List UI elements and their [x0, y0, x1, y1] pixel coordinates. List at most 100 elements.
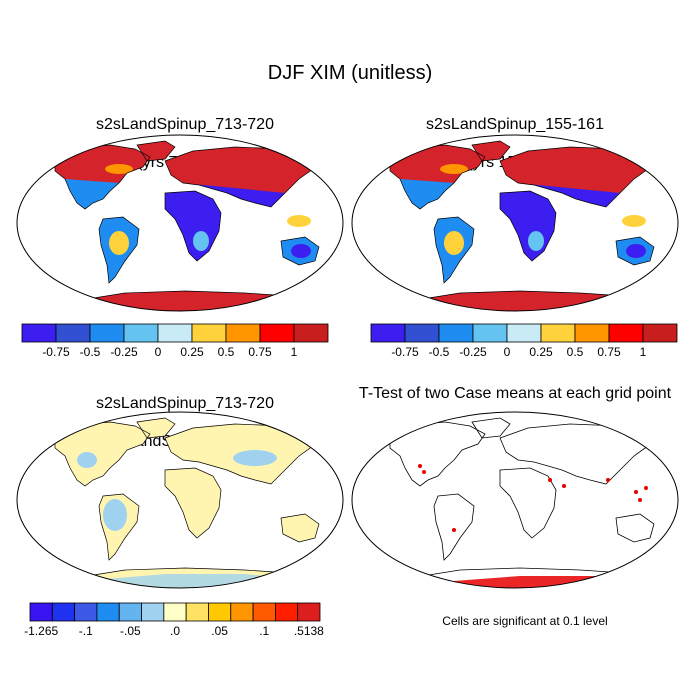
australia-interior: [626, 244, 646, 258]
colorbar-label: 0.5: [567, 345, 584, 359]
colorbar-box: [96, 602, 120, 622]
coast-greenland: [471, 140, 511, 162]
colorbar-label: 0: [504, 345, 511, 359]
coast-southAmerica: [98, 493, 140, 561]
significance-note: Cells are significant at 0.1 level: [442, 614, 608, 628]
eurasia-south-band: [518, 183, 620, 207]
outline-greenland: [471, 417, 511, 439]
south-america-diff-patch: [103, 499, 127, 531]
north-america-south-band: [65, 179, 119, 209]
figure-title: DJF XIM (unitless): [267, 62, 433, 84]
colorbar-box: [574, 323, 610, 343]
map-bottom-right: [351, 411, 679, 589]
colorbar-box: [472, 323, 508, 343]
colorbar-label: -0.25: [459, 345, 487, 359]
significant-cell: [452, 528, 456, 532]
panel-title-top-left-line1: s2sLandSpinup_713-720: [96, 116, 274, 133]
significant-cell: [644, 486, 648, 490]
north-america-mid-band: [440, 164, 468, 174]
colorbar-label: 0.25: [529, 345, 553, 359]
significant-cell: [562, 484, 566, 488]
colorbar-box: [141, 602, 165, 622]
panel-title-bottom-left-line1: s2sLandSpinup_713-720: [96, 395, 274, 412]
antarctica-significant: [440, 576, 650, 588]
land-australia: [281, 514, 319, 542]
map-border: [16, 411, 344, 589]
significant-cell: [418, 464, 422, 468]
map-top-right: [351, 134, 679, 312]
africa-south-zone: [193, 231, 209, 251]
colorbar-top-right: -0.75 -0.5 -0.25 0 0.25 0.5 0.75 1: [370, 323, 678, 359]
colorbar-label: .5138: [294, 624, 324, 638]
africa: [165, 191, 221, 261]
colorbar-label: 0.5: [218, 345, 235, 359]
greenland: [137, 141, 175, 161]
colorbar-box: [29, 602, 53, 622]
eurasia-south-band: [183, 183, 285, 207]
colorbar-box: [123, 323, 159, 343]
colorbar-box: [185, 602, 209, 622]
colorbar-box: [540, 323, 576, 343]
map-land-layer: [389, 417, 655, 588]
africa: [500, 191, 556, 261]
antarctica: [75, 291, 315, 311]
coast-northAmerica: [54, 421, 151, 487]
colorbar-label: -1.265: [24, 624, 58, 638]
land-africa: [165, 468, 221, 538]
coast-africa: [164, 467, 222, 539]
colorbar-label: .0: [170, 624, 180, 638]
map-border: [351, 411, 679, 589]
colorbar-label: -0.5: [80, 345, 101, 359]
colorbar-box: [252, 602, 276, 622]
maritime-continent: [622, 215, 646, 227]
colorbar-box: [438, 323, 474, 343]
south-america-dry-zone: [444, 231, 464, 255]
colorbar-label: -0.75: [391, 345, 419, 359]
significant-cell: [634, 490, 638, 494]
colorbar-label: -.1: [79, 624, 93, 638]
land-northAmerica: [55, 422, 150, 486]
coast-southAmerica: [98, 216, 140, 284]
outline-northAmerica: [389, 421, 486, 487]
colorbar-label: 0.25: [180, 345, 204, 359]
north-america-diff-patch: [77, 452, 97, 468]
colorbar-box: [274, 602, 299, 622]
significant-cell: [606, 478, 610, 482]
colorbar-box: [208, 602, 232, 622]
asia-diff-patch: [233, 450, 277, 466]
colorbar-box: [230, 602, 254, 622]
colorbar-box: [89, 323, 125, 343]
colorbar-box: [642, 323, 678, 343]
maritime-continent: [287, 215, 311, 227]
coast-africa: [499, 190, 557, 262]
significant-cell: [422, 470, 426, 474]
colorbar-box: [404, 323, 440, 343]
colorbar-bottom-left: -1.265 -.1 -.05 .0 .05 .1 .5138: [24, 602, 324, 638]
colorbar-box: [191, 323, 227, 343]
colorbar-box: [225, 323, 261, 343]
map-border: [16, 134, 344, 312]
colorbar-box: [297, 602, 321, 622]
coast-australia: [280, 236, 320, 266]
africa-south-zone: [528, 231, 544, 251]
colorbar-box: [74, 602, 98, 622]
colorbar-box: [608, 323, 644, 343]
coast-southAmerica: [433, 216, 475, 284]
colorbar-label: 0.75: [597, 345, 621, 359]
australia-interior: [291, 244, 311, 258]
colorbar-box: [259, 323, 295, 343]
colorbar-box: [55, 323, 91, 343]
coast-africa: [164, 190, 222, 262]
map-land-layer: [54, 417, 320, 588]
outline-southAmerica: [433, 493, 475, 561]
colorbar-label: .1: [259, 624, 269, 638]
colorbar-label: -0.5: [429, 345, 450, 359]
map-top-left: [16, 134, 344, 312]
south-america-dry-zone: [109, 231, 129, 255]
colorbar-box: [506, 323, 542, 343]
coast-northAmerica: [54, 144, 151, 210]
colorbar-label: -.05: [120, 624, 141, 638]
colorbar-label: 0.75: [248, 345, 272, 359]
colorbar-box: [21, 323, 57, 343]
colorbar-box: [157, 323, 193, 343]
